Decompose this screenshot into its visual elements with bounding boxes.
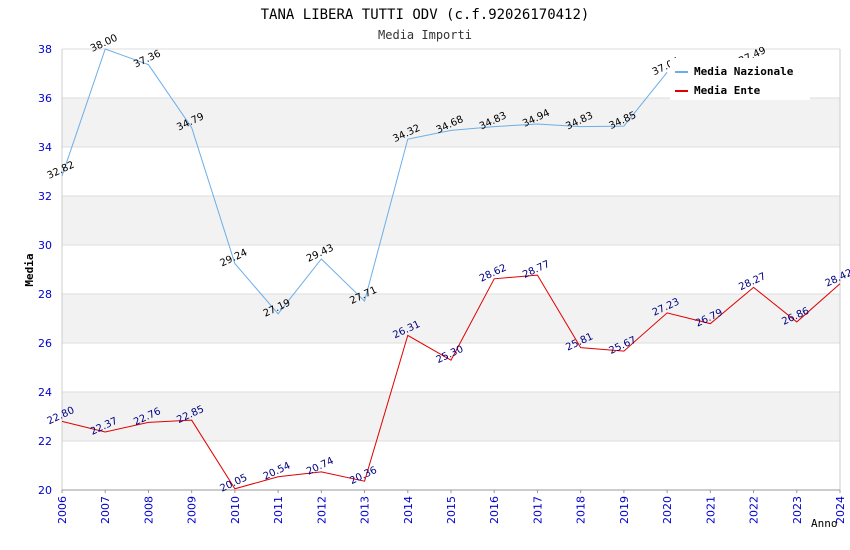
chart-title: TANA LIBERA TUTTI ODV (c.f.92026170412) — [261, 7, 590, 23]
y-tick-label: 26 — [38, 337, 52, 350]
axes — [61, 49, 841, 493]
y-tick-label: 36 — [38, 92, 52, 105]
x-tick-label: 2019 — [618, 496, 631, 524]
y-tick-label: 28 — [38, 288, 52, 301]
x-tick-label: 2022 — [748, 496, 761, 524]
y-tick-label: 30 — [38, 239, 52, 252]
x-tick-label: 2014 — [402, 496, 415, 524]
x-tick-label: 2007 — [99, 496, 112, 524]
x-tick-label: 2023 — [791, 496, 804, 524]
x-tick-label: 2021 — [704, 496, 717, 524]
y-tick-label: 20 — [38, 484, 52, 497]
y-tick-label: 38 — [38, 43, 52, 56]
grid-band — [62, 294, 840, 343]
x-tick-labels: 2006 2007 2008 2009 2010 2011 2012 2013 2014 2015… — [56, 496, 847, 524]
legend-label-nazionale: Media Nazionale — [694, 65, 794, 78]
x-tick-label: 2015 — [445, 496, 458, 524]
legend-box — [670, 58, 810, 100]
grid-band — [62, 147, 840, 196]
x-tick-label: 2017 — [531, 496, 544, 524]
legend-label-ente: Media Ente — [694, 84, 761, 97]
legend: Media Nazionale Media Ente — [670, 58, 810, 100]
grid-bands — [62, 49, 840, 490]
x-axis-label: Anno — [811, 517, 838, 530]
x-tick-label: 2008 — [142, 496, 155, 524]
grid-band — [62, 441, 840, 490]
y-tick-label: 32 — [38, 190, 52, 203]
y-tick-labels: 20 22 24 26 28 30 32 34 36 38 — [38, 43, 52, 497]
chart-subtitle: Media Importi — [378, 28, 472, 42]
x-tick-label: 2020 — [661, 496, 674, 524]
grid-band — [62, 343, 840, 392]
x-tick-label: 2016 — [488, 496, 501, 524]
grid-band — [62, 98, 840, 147]
y-tick-label: 34 — [38, 141, 52, 154]
y-tick-label: 22 — [38, 435, 52, 448]
grid-band — [62, 392, 840, 441]
x-tick-label: 2018 — [575, 496, 588, 524]
grid-band — [62, 245, 840, 294]
y-tick-label: 24 — [38, 386, 52, 399]
grid-band — [62, 196, 840, 245]
gridlines — [62, 48, 840, 491]
x-tick-label: 2009 — [186, 496, 199, 524]
x-tick-label: 2006 — [56, 496, 69, 524]
series-lines — [61, 48, 841, 490]
x-tick-label: 2010 — [229, 496, 242, 524]
x-tick-label: 2011 — [272, 496, 285, 524]
x-tick-label: 2024 — [834, 496, 847, 524]
x-tick-label: 2013 — [359, 496, 372, 524]
x-tick-label: 2012 — [315, 496, 328, 524]
series-line-nazionale — [61, 48, 668, 315]
y-axis-label: Media — [23, 253, 36, 286]
series-line-ente — [61, 274, 841, 490]
